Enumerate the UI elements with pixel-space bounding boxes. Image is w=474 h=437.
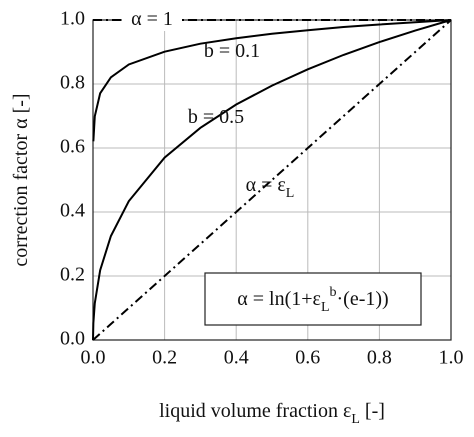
series-label: b = 0.5: [188, 106, 244, 128]
x-tick-label: 0.8: [367, 347, 392, 369]
x-tick-label: 0.0: [81, 347, 106, 369]
series-label: b = 0.1: [204, 40, 260, 62]
series-line: [92, 19, 452, 341]
y-tick-label: 0.8: [60, 72, 85, 94]
y-axis-label: correction factor α [-]: [10, 93, 32, 266]
series-label-part: b = 0.1: [204, 40, 260, 62]
x-tick-label: 0.4: [224, 347, 249, 369]
x-axis-label-part: L: [351, 412, 360, 427]
formula: α = ln(1+εLb·(e-1)): [237, 285, 388, 315]
formula-part: L: [321, 300, 330, 315]
label-background: [122, 9, 182, 31]
x-tick-label: 0.6: [295, 347, 320, 369]
series-label: α = εL: [246, 174, 295, 201]
y-tick-label: 1.0: [60, 8, 85, 30]
x-axis-label: liquid volume fraction εL [-]: [159, 400, 385, 427]
series-label-part: α = 1: [131, 8, 173, 30]
series-line: [92, 19, 452, 341]
series-label-part: b = 0.5: [188, 106, 244, 128]
y-axis-label-part: correction factor α [-]: [10, 93, 32, 266]
y-tick-label: 0.0: [60, 328, 85, 350]
x-axis-label-part: liquid volume fraction ε: [159, 400, 351, 422]
series-label-part: L: [286, 186, 295, 201]
y-tick-label: 0.4: [60, 200, 85, 222]
x-tick-label: 1.0: [439, 347, 464, 369]
formula-part: ·(e-1)): [337, 288, 389, 310]
series-label: α = 1: [131, 8, 173, 30]
series-line: [92, 19, 452, 142]
x-tick-label: 0.2: [152, 347, 177, 369]
formula-part: b: [330, 285, 337, 300]
formula-box: [204, 272, 422, 326]
formula-part: α = ln(1+ε: [237, 288, 321, 310]
x-axis-label-part: [-]: [360, 400, 385, 422]
y-tick-label: 0.2: [60, 264, 85, 286]
series-label-part: α = ε: [246, 174, 286, 196]
y-tick-label: 0.6: [60, 136, 85, 158]
